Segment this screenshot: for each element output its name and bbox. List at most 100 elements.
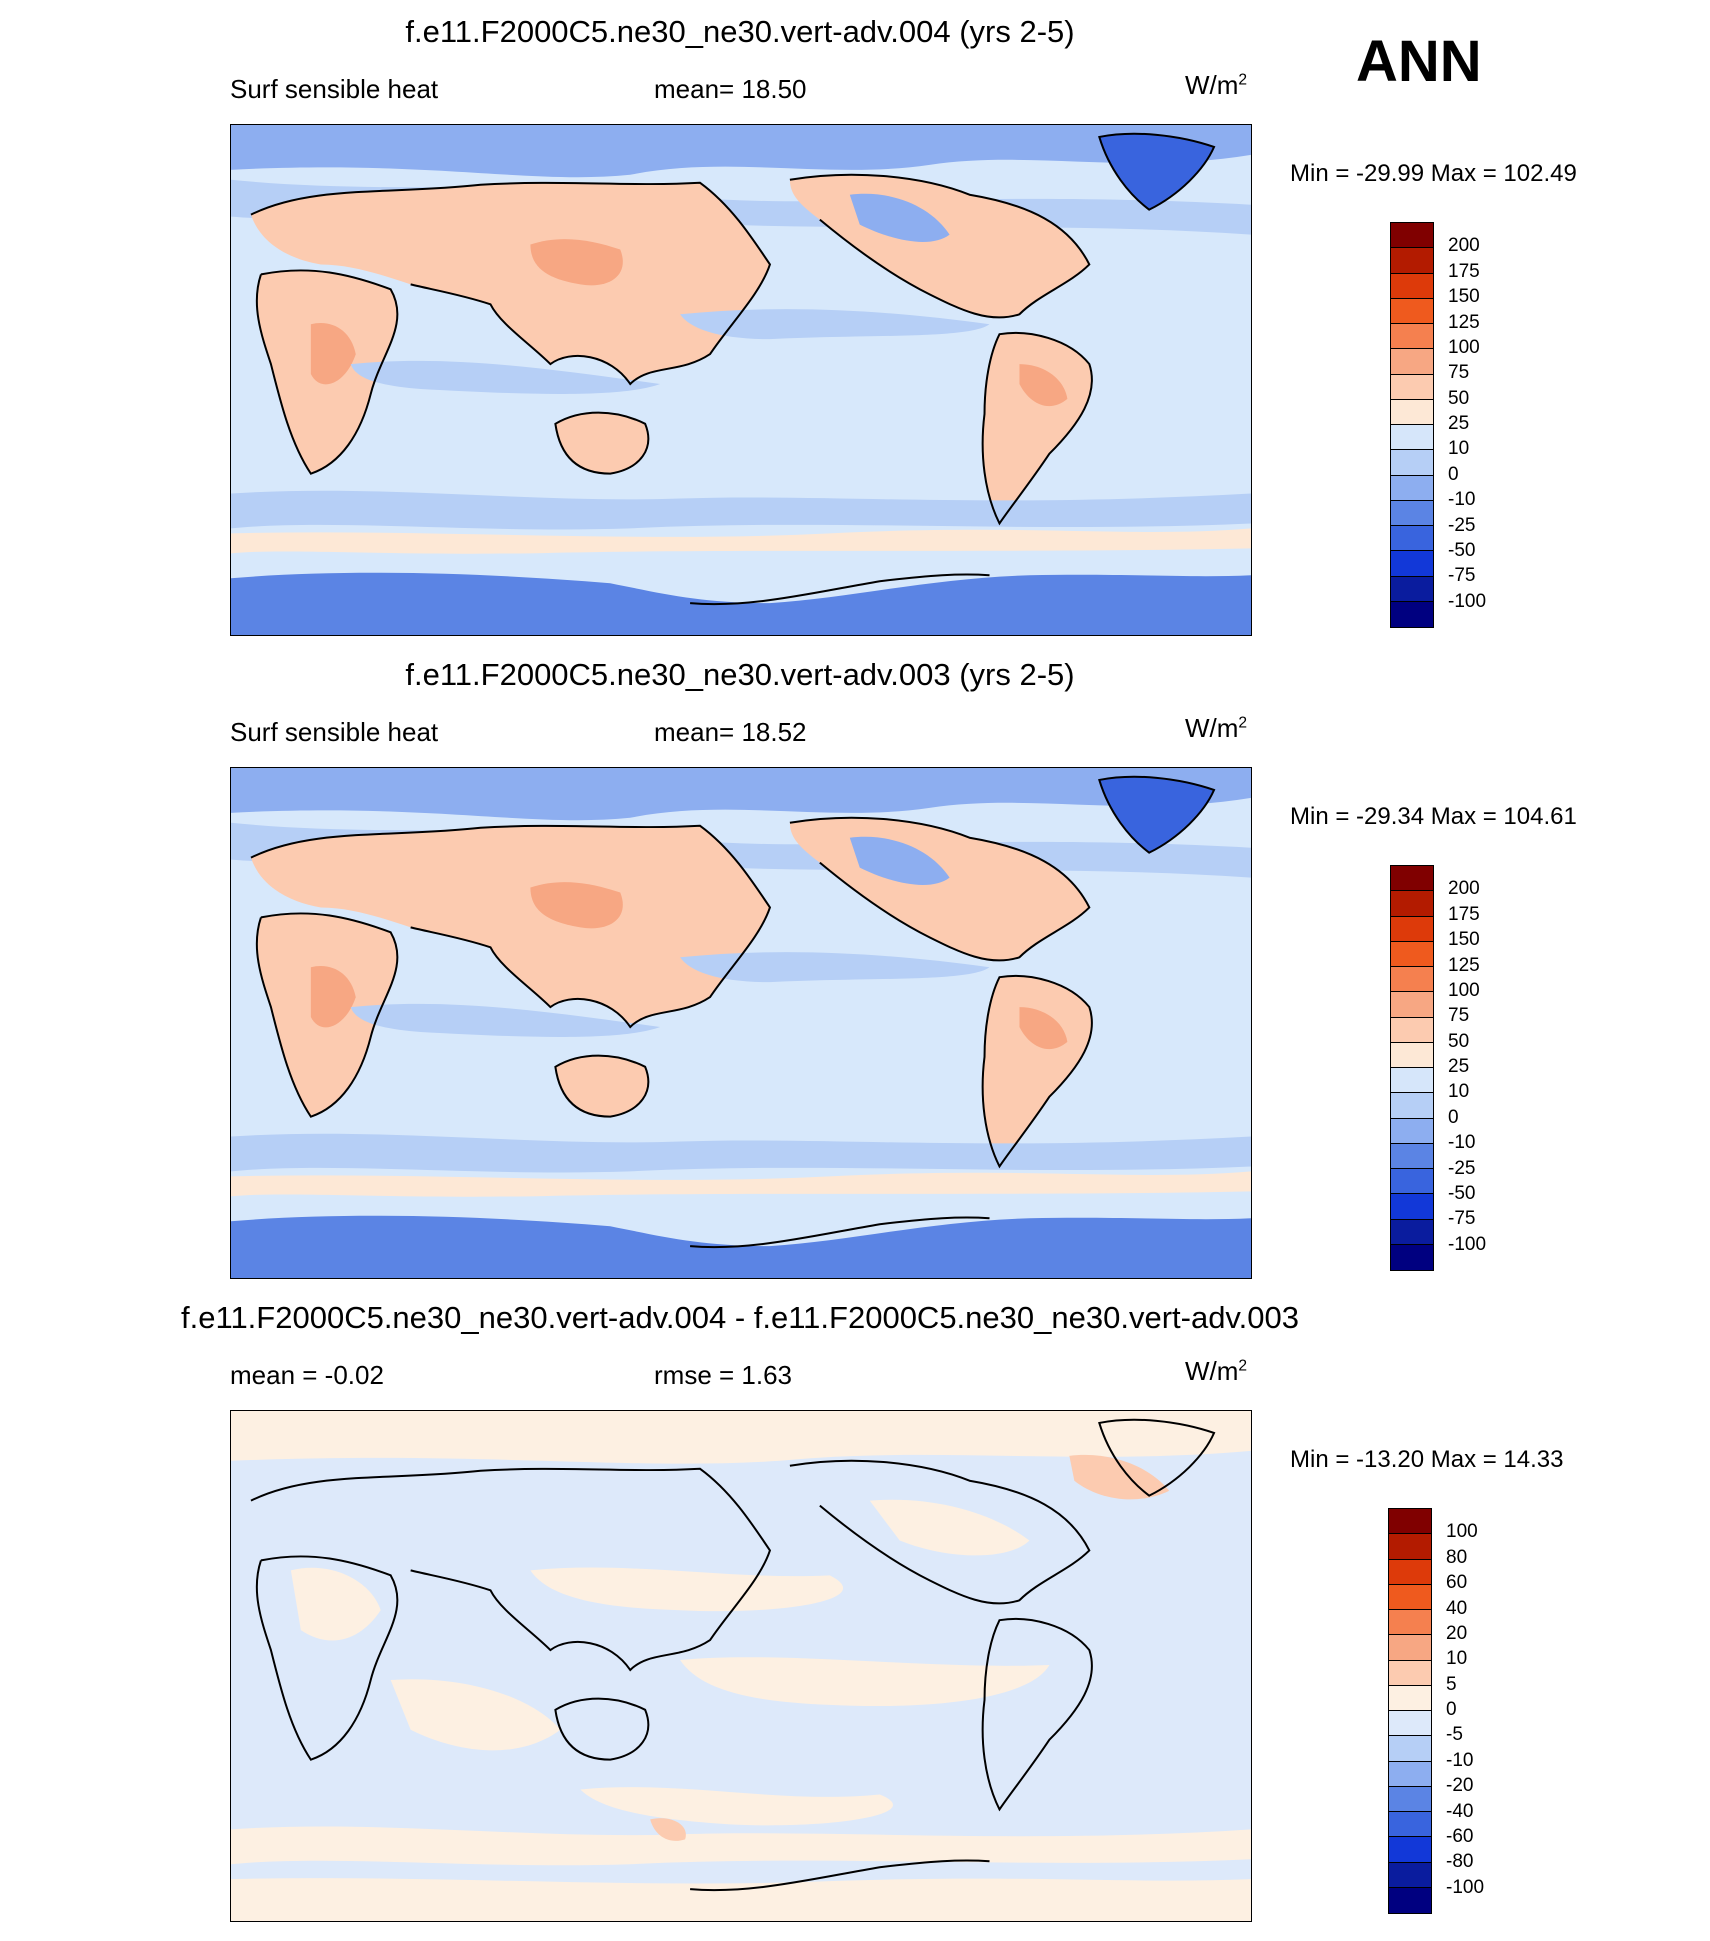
colorbar-segment	[1391, 399, 1433, 425]
colorbar-segment	[1391, 941, 1433, 967]
panel-3-mean-label: mean = -0.02	[230, 1360, 384, 1390]
panel-2-mean-label: mean= 18.52	[654, 717, 807, 747]
colorbar-segment	[1391, 1118, 1433, 1144]
colorbar-tick-label: -5	[1446, 1724, 1463, 1746]
colorbar-tick-label: 50	[1448, 1030, 1470, 1052]
colorbar-tick-label: 100	[1448, 979, 1480, 1001]
colorbar-segment	[1391, 1042, 1433, 1068]
panel-3-rmse-label: rmse = 1.63	[654, 1360, 793, 1390]
colorbar-segment	[1391, 324, 1433, 350]
colorbar-segment	[1391, 1244, 1433, 1270]
colorbar-tick-label: 10	[1448, 438, 1470, 460]
colorbar-tick-label: 150	[1448, 929, 1480, 951]
colorbar-segment	[1391, 551, 1433, 577]
panel-2-min-max: Min = -29.34 Max = 104.61	[1290, 803, 1577, 830]
colorbar-tick-label: 200	[1448, 878, 1480, 900]
colorbar-tick-label: -50	[1448, 539, 1476, 561]
colorbar-segment	[1391, 425, 1433, 451]
panel-2-map	[230, 767, 1252, 1279]
colorbar-tick-label: 5	[1446, 1673, 1457, 1695]
colorbar-segment	[1391, 374, 1433, 400]
colorbar-tick-label: 10	[1448, 1081, 1470, 1103]
colorbar-tick-label: 60	[1446, 1572, 1468, 1594]
panel-1-mean-label: mean= 18.50	[654, 74, 807, 104]
colorbar-tick-label: 0	[1446, 1699, 1457, 1720]
colorbar-segment	[1391, 1219, 1433, 1245]
colorbar-tick-label: 50	[1448, 387, 1470, 409]
colorbar-tick-label: -10	[1448, 489, 1476, 511]
colorbar-segment	[1391, 866, 1433, 892]
colorbar-tick-label: -100	[1448, 1233, 1487, 1255]
colorbar-segment	[1391, 1169, 1433, 1195]
colorbar-tick-label: -40	[1446, 1800, 1474, 1822]
panel-3-min-max: Min = -13.20 Max = 14.33	[1290, 1446, 1564, 1473]
colorbar-segment	[1391, 576, 1433, 602]
colorbar-tick-label: 125	[1448, 954, 1480, 976]
panel-1-units: W/m2	[1185, 70, 1248, 100]
colorbar-tick-label: 75	[1448, 362, 1470, 384]
colorbar-tick-label: 0	[1448, 1106, 1459, 1128]
colorbar-tick-label: -25	[1448, 1157, 1476, 1179]
colorbar-tick-label: 25	[1448, 413, 1470, 434]
colorbar-segment	[1391, 1068, 1433, 1094]
colorbar-segment	[1389, 1786, 1431, 1812]
colorbar-tick-label: -10	[1446, 1749, 1474, 1771]
colorbar-segment	[1389, 1711, 1431, 1737]
colorbar-segment	[1391, 475, 1433, 501]
colorbar-tick-label: 125	[1448, 311, 1480, 333]
colorbar-segment	[1391, 916, 1433, 942]
season-label: ANN	[1356, 29, 1482, 94]
colorbar-tick-label: -50	[1448, 1182, 1476, 1204]
colorbar-tick-label: -100	[1446, 1876, 1485, 1898]
panel-3-units: W/m2	[1185, 1356, 1248, 1386]
colorbar-segment	[1389, 1509, 1431, 1535]
panel-2-colorbar	[1390, 865, 1434, 1271]
panel-1-title: f.e11.F2000C5.ne30_ne30.vert-adv.004 (yr…	[405, 14, 1075, 49]
colorbar-segment	[1389, 1559, 1431, 1585]
panel-3-map	[230, 1410, 1252, 1922]
colorbar-tick-label: 0	[1448, 463, 1459, 485]
colorbar-tick-label: -60	[1446, 1825, 1474, 1847]
colorbar-tick-label: 75	[1448, 1005, 1470, 1027]
colorbar-segment	[1389, 1812, 1431, 1838]
colorbar-tick-label: 25	[1448, 1056, 1470, 1077]
panel-3-colorbar	[1388, 1508, 1432, 1914]
colorbar-tick-label: -80	[1446, 1851, 1474, 1873]
colorbar-segment	[1389, 1887, 1431, 1913]
colorbar-segment	[1391, 500, 1433, 526]
colorbar-tick-label: -75	[1448, 1208, 1476, 1230]
colorbar-tick-label: -25	[1448, 514, 1476, 536]
colorbar-segment	[1391, 601, 1433, 627]
panel-2-title: f.e11.F2000C5.ne30_ne30.vert-adv.003 (yr…	[405, 657, 1075, 692]
colorbar-tick-label: 20	[1446, 1622, 1468, 1644]
colorbar-segment	[1391, 223, 1433, 249]
panel-1-min-max: Min = -29.99 Max = 102.49	[1290, 160, 1577, 187]
colorbar-segment	[1389, 1685, 1431, 1711]
colorbar-segment	[1391, 1017, 1433, 1043]
colorbar-segment	[1389, 1534, 1431, 1560]
colorbar-segment	[1391, 273, 1433, 299]
panel-1-map-svg	[231, 125, 1251, 635]
colorbar-segment	[1391, 526, 1433, 552]
colorbar-segment	[1389, 1610, 1431, 1636]
colorbar-tick-label: 200	[1448, 235, 1480, 257]
colorbar-tick-label: -10	[1448, 1132, 1476, 1154]
colorbar-tick-label: 175	[1448, 903, 1480, 925]
colorbar-segment	[1391, 298, 1433, 324]
colorbar-tick-label: 10	[1446, 1648, 1468, 1670]
colorbar-segment	[1389, 1660, 1431, 1686]
panel-1-variable-label: Surf sensible heat	[230, 74, 439, 104]
colorbar-tick-label: 100	[1448, 336, 1480, 358]
colorbar-tick-label: 80	[1446, 1546, 1468, 1568]
panel-3-map-svg	[231, 1411, 1251, 1921]
panel-1-colorbar	[1390, 222, 1434, 628]
panel-2-map-svg	[231, 768, 1251, 1278]
colorbar-segment	[1391, 248, 1433, 274]
colorbar-segment	[1391, 1143, 1433, 1169]
panel-2-variable-label: Surf sensible heat	[230, 717, 439, 747]
colorbar-segment	[1391, 967, 1433, 993]
colorbar-segment	[1389, 1584, 1431, 1610]
colorbar-tick-label: 150	[1448, 286, 1480, 308]
colorbar-segment	[1389, 1736, 1431, 1762]
colorbar-tick-label: 100	[1446, 1521, 1478, 1543]
